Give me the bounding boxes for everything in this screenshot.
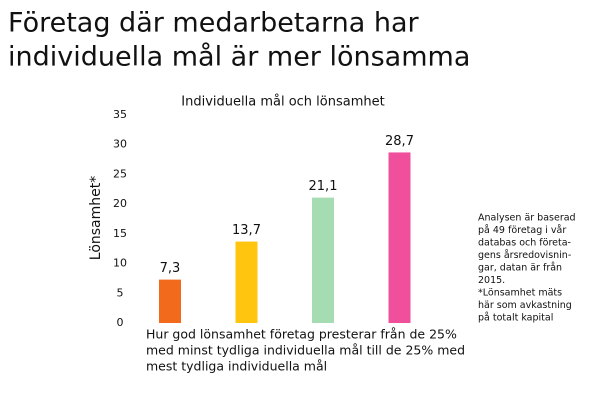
value-label: 7,3 [160, 261, 181, 276]
note: 2015. [478, 275, 505, 286]
y-tick-label: 15 [113, 227, 127, 240]
bar [388, 152, 411, 323]
y-tick-label: 25 [113, 167, 127, 180]
y-tick-label: 10 [113, 257, 127, 270]
note: på 49 företag i vår [478, 225, 566, 236]
bar [235, 241, 258, 323]
note: gens årsredovisnin- [478, 250, 571, 261]
value-label: 28,7 [385, 134, 414, 149]
chart-title: Företag där medarbetarna har [8, 8, 420, 39]
chart-subtitle: Individuella mål och lönsamhet [181, 95, 384, 110]
x-axis-label: med minst tydliga individuella mål till … [146, 343, 465, 358]
x-axis-label: mest tydliga individuella mål [146, 359, 327, 374]
value-label: 21,1 [309, 179, 338, 194]
bar [312, 197, 334, 323]
note: gar, datan är från [478, 263, 562, 274]
y-tick-label: 0 [117, 316, 124, 329]
y-tick-label: 20 [113, 197, 127, 210]
bar [159, 279, 181, 323]
note: här som avkastning [478, 300, 572, 311]
note: på totalt kapital [478, 313, 553, 324]
y-tick-label: 5 [117, 286, 124, 299]
value-label: 13,7 [232, 223, 261, 238]
chart-title: individuella mål är mer lönsamma [8, 42, 470, 73]
x-axis-label: Hur god lönsamhet företag presterar från… [146, 327, 457, 342]
y-tick-label: 30 [113, 138, 127, 151]
note: databas och företa- [478, 238, 571, 249]
note: Analysen är baserad [478, 213, 576, 224]
y-axis-label: Lönsamhet* [88, 176, 104, 260]
note: *Lönsamhet mäts [478, 288, 562, 299]
y-tick-label: 35 [113, 108, 127, 121]
